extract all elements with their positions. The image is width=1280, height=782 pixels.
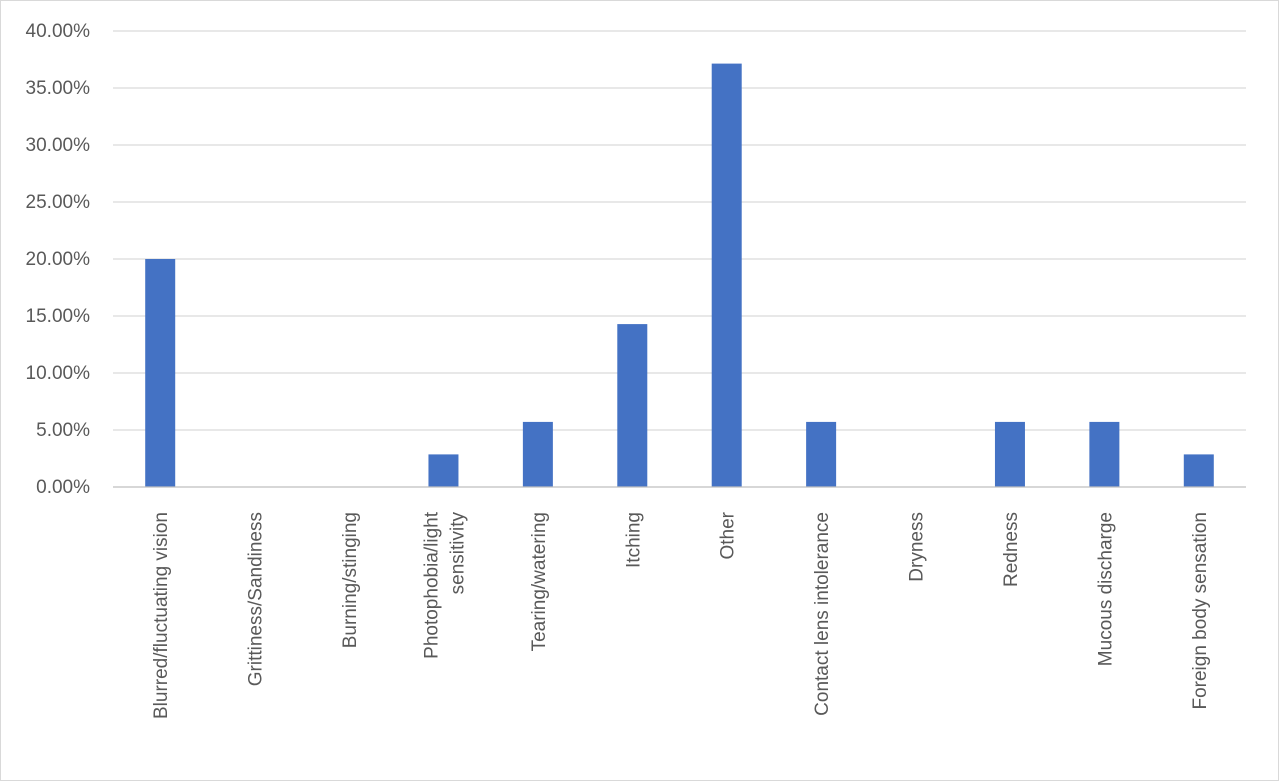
x-tick-label-line: Blurred/fluctuating vision (151, 512, 172, 719)
x-tick-label-line: Dryness (907, 512, 928, 582)
y-tick-label: 20.00% (26, 249, 91, 270)
x-tick-label-line: Contact lens intolerance (812, 512, 833, 716)
bar (806, 421, 837, 487)
x-tick-label-line: Foreign body sensation (1190, 512, 1211, 710)
x-tick-label: Foreign body sensation (1190, 512, 1211, 710)
x-tick-label: Other (718, 511, 739, 559)
y-tick-label: 15.00% (26, 306, 91, 327)
bar (617, 324, 648, 487)
gridlines (113, 30, 1246, 431)
x-tick-label: Burning/stinging (340, 512, 361, 648)
x-tick-label-line: sensitivity (447, 512, 468, 595)
y-tick-label: 40.00% (26, 21, 91, 42)
x-tick-label-line: Itching (623, 512, 644, 568)
x-tick-label: Photophobia/light sensitivity (421, 511, 468, 659)
y-tick-label: 30.00% (26, 135, 91, 156)
x-tick-label-line: Photophobia/light (421, 511, 442, 659)
x-tick-label: Itching (623, 512, 644, 568)
y-tick-labels: 0.00% 5.00% 10.00% 15.00% 20.00% 25.00% 30.00%… (26, 21, 91, 498)
bar (1089, 421, 1120, 487)
bar (522, 421, 553, 487)
bar (428, 454, 459, 487)
x-tick-label: Redness (1001, 512, 1022, 587)
x-tick-label: Contact lens intolerance (812, 512, 833, 716)
bar (145, 259, 176, 487)
x-tick-label-line: Other (718, 511, 739, 559)
y-tick-label: 35.00% (26, 78, 91, 99)
y-tick-label: 5.00% (36, 420, 90, 441)
bars (145, 63, 1214, 487)
bar (1183, 454, 1214, 487)
x-tick-label-line: Burning/stinging (340, 512, 361, 648)
x-tick-label: Grittiness/Sandiness (246, 512, 267, 686)
y-tick-label: 25.00% (26, 192, 91, 213)
x-tick-label-line: Grittiness/Sandiness (246, 512, 267, 686)
y-tick-label: 0.00% (36, 477, 90, 498)
x-tick-label: Dryness (907, 512, 928, 582)
x-tick-label-line: Redness (1001, 512, 1022, 587)
x-tick-label: Blurred/fluctuating vision (151, 512, 172, 719)
y-tick-label: 10.00% (26, 363, 91, 384)
x-tick-label-line: Mucous discharge (1095, 512, 1116, 666)
x-tick-labels: Blurred/fluctuating vision Grittiness/San… (151, 511, 1211, 719)
bar (711, 63, 742, 487)
x-tick-label: Tearing/watering (529, 512, 550, 651)
x-tick-label: Mucous discharge (1095, 512, 1116, 666)
x-tick-label-line: Tearing/watering (529, 512, 550, 651)
bar (994, 421, 1025, 487)
